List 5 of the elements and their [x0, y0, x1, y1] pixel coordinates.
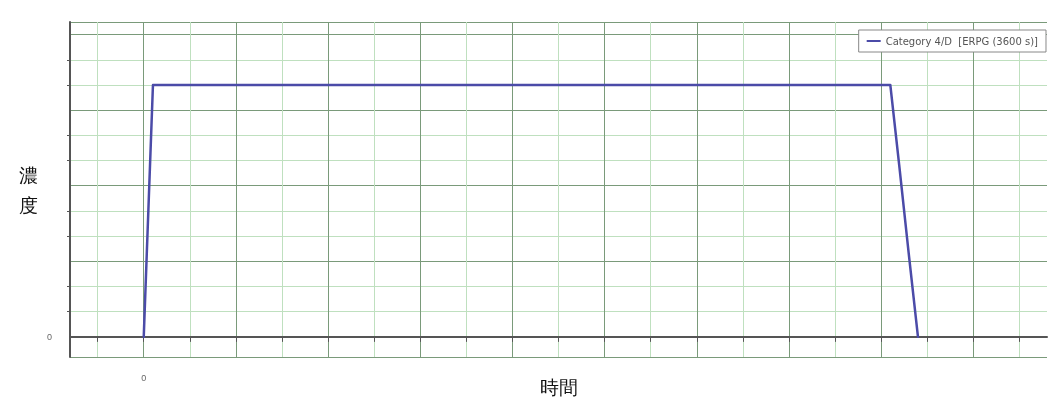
y-axis-title: 濃度	[19, 163, 38, 216]
x-axis-title: 時間	[539, 375, 578, 398]
text: 0	[141, 372, 147, 383]
legend-label: Category 4/D [ERPG (3600 s)]	[885, 35, 1039, 47]
text: 0	[46, 331, 52, 342]
